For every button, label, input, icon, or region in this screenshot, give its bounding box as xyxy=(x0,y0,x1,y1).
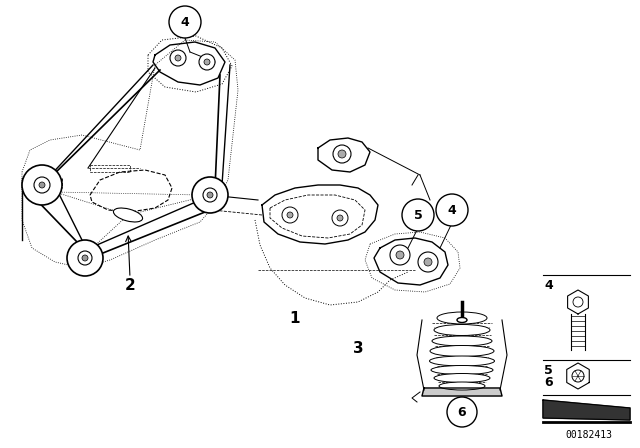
Text: 1: 1 xyxy=(290,310,300,326)
Circle shape xyxy=(572,370,584,382)
Circle shape xyxy=(22,165,62,205)
Ellipse shape xyxy=(457,318,467,323)
Circle shape xyxy=(199,54,215,70)
Circle shape xyxy=(424,258,432,266)
Circle shape xyxy=(192,177,228,213)
Circle shape xyxy=(447,397,477,427)
Ellipse shape xyxy=(434,324,490,336)
Text: 4: 4 xyxy=(180,16,189,29)
Circle shape xyxy=(418,252,438,272)
Polygon shape xyxy=(567,363,589,389)
Ellipse shape xyxy=(431,366,493,375)
Circle shape xyxy=(332,210,348,226)
Circle shape xyxy=(78,251,92,265)
Ellipse shape xyxy=(430,345,494,357)
Circle shape xyxy=(169,6,201,38)
Text: 4: 4 xyxy=(544,279,553,292)
Ellipse shape xyxy=(437,312,487,324)
Circle shape xyxy=(170,50,186,66)
Text: 3: 3 xyxy=(353,340,364,356)
Circle shape xyxy=(203,188,217,202)
Text: 2: 2 xyxy=(125,277,136,293)
Circle shape xyxy=(282,207,298,223)
Ellipse shape xyxy=(432,336,492,346)
Circle shape xyxy=(82,255,88,261)
Circle shape xyxy=(396,251,404,259)
Ellipse shape xyxy=(439,382,485,390)
Circle shape xyxy=(390,245,410,265)
Circle shape xyxy=(402,199,434,231)
Circle shape xyxy=(573,297,583,307)
Text: 4: 4 xyxy=(447,203,456,216)
Circle shape xyxy=(207,192,213,198)
Circle shape xyxy=(34,177,50,193)
Polygon shape xyxy=(568,290,588,314)
Circle shape xyxy=(204,59,210,65)
Polygon shape xyxy=(543,400,630,420)
Circle shape xyxy=(338,150,346,158)
Circle shape xyxy=(67,240,103,276)
Text: 6: 6 xyxy=(458,405,467,418)
Ellipse shape xyxy=(113,208,143,222)
Ellipse shape xyxy=(429,356,495,366)
Circle shape xyxy=(337,215,343,221)
Circle shape xyxy=(436,194,468,226)
Circle shape xyxy=(175,55,181,61)
Circle shape xyxy=(287,212,293,218)
Text: 00182413: 00182413 xyxy=(566,430,612,440)
Text: 5: 5 xyxy=(413,208,422,221)
Polygon shape xyxy=(422,388,502,396)
Text: 6: 6 xyxy=(544,375,552,388)
Text: 5: 5 xyxy=(544,363,553,376)
Circle shape xyxy=(333,145,351,163)
Ellipse shape xyxy=(434,374,490,383)
Circle shape xyxy=(39,182,45,188)
